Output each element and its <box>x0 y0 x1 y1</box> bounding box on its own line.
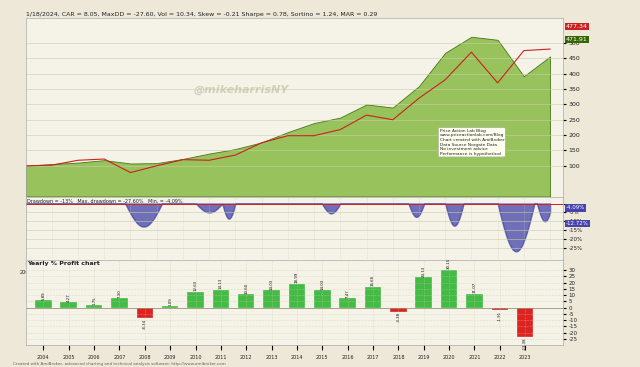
Bar <box>238 294 255 308</box>
Text: 14.03: 14.03 <box>320 278 324 290</box>
Bar <box>339 298 356 308</box>
Text: -3.38: -3.38 <box>396 312 401 322</box>
Text: 11.07: 11.07 <box>472 282 476 293</box>
Bar <box>263 290 280 308</box>
Text: Drawdown = -13%   Max. drawdown = -27.60%   Min. = -4.09%: Drawdown = -13% Max. drawdown = -27.60% … <box>27 199 182 204</box>
Text: 30.15: 30.15 <box>447 258 451 269</box>
Text: 16.68: 16.68 <box>371 275 375 286</box>
Text: Yearly % Profit chart: Yearly % Profit chart <box>27 261 99 266</box>
Bar <box>35 300 52 308</box>
Bar <box>492 308 508 310</box>
Bar <box>365 287 381 308</box>
Bar <box>415 277 432 308</box>
Text: 7.47: 7.47 <box>346 289 349 298</box>
Bar <box>86 305 102 308</box>
Text: 18.99: 18.99 <box>295 272 299 283</box>
Text: -1.91: -1.91 <box>498 310 502 320</box>
Bar <box>111 298 127 308</box>
Text: @mikeharrisNY: @mikeharrisNY <box>193 84 288 95</box>
Bar <box>466 294 483 308</box>
Bar <box>289 284 305 308</box>
Bar <box>517 308 533 337</box>
Text: -8.34: -8.34 <box>143 319 147 328</box>
Text: -12.72%: -12.72% <box>566 221 589 226</box>
Bar <box>314 290 330 308</box>
Text: 7.30: 7.30 <box>117 289 122 298</box>
Text: 1/18/2024, CAR = 8.05, MaxDD = -27.60, Vol = 10.34, Skew = -0.21 Sharpe = 0.78, : 1/18/2024, CAR = 8.05, MaxDD = -27.60, V… <box>26 12 377 17</box>
Bar <box>212 290 229 308</box>
Bar <box>188 292 204 308</box>
Text: 14.03: 14.03 <box>269 278 273 290</box>
Text: -23.38: -23.38 <box>523 337 527 350</box>
Text: -4.09%: -4.09% <box>566 206 585 210</box>
Text: 12.63: 12.63 <box>193 280 198 291</box>
Text: 24.13: 24.13 <box>422 266 426 277</box>
Text: 477.34: 477.34 <box>566 24 588 29</box>
Bar <box>136 308 153 318</box>
Bar <box>162 306 179 308</box>
Bar <box>390 308 406 312</box>
Text: Price Action Lab Blog
www.priceactionlab.com/Blog
Chart created with AmiBroker
D: Price Action Lab Blog www.priceactionlab… <box>440 129 504 156</box>
Bar <box>441 270 458 308</box>
Text: 1.75: 1.75 <box>92 296 96 305</box>
Text: 10.60: 10.60 <box>244 283 248 294</box>
Text: 4.27: 4.27 <box>67 293 70 302</box>
Text: 5.89: 5.89 <box>42 291 45 300</box>
Bar <box>60 302 77 308</box>
Text: 14.13: 14.13 <box>219 278 223 290</box>
Text: Created with AmiBroker, advanced charting and technical analysis software: http:: Created with AmiBroker, advanced chartin… <box>13 362 225 366</box>
Text: 1.09: 1.09 <box>168 297 172 306</box>
Text: 471.91: 471.91 <box>566 37 588 42</box>
